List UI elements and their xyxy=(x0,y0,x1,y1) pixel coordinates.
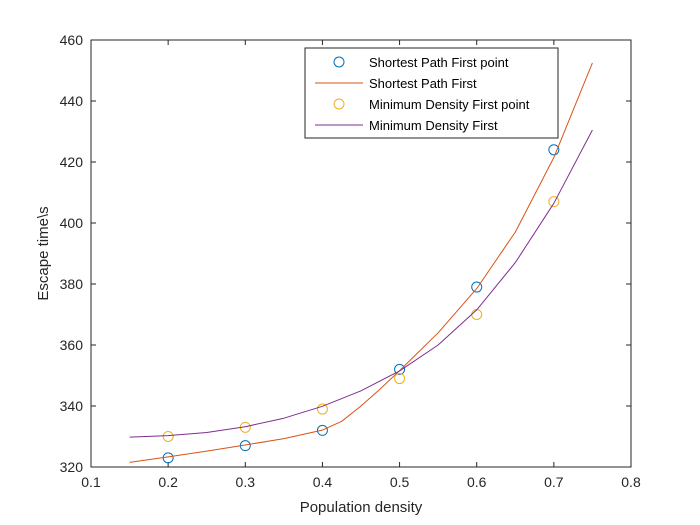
x-axis-label: Population density xyxy=(300,499,423,516)
y-axis-label: Escape time\s xyxy=(35,206,52,300)
y-tick-label: 360 xyxy=(60,337,84,353)
shortest-path-first-point-marker xyxy=(471,281,483,293)
minimum-density-first-point-marker xyxy=(316,403,328,415)
legend: Shortest Path First point Shortest Path F… xyxy=(304,47,559,139)
minimum-density-first-point-marker xyxy=(394,373,406,385)
x-tick-label: 0.2 xyxy=(158,474,178,490)
shortest-path-first-point-marker xyxy=(394,363,406,375)
legend-label: Shortest Path First xyxy=(369,76,477,91)
x-tick-label: 0.7 xyxy=(544,474,564,490)
shortest-path-first-point-marker xyxy=(548,144,560,156)
y-tick-label: 440 xyxy=(60,93,84,109)
minimum-density-first-point-marker xyxy=(548,196,560,208)
shortest-path-first-point-marker xyxy=(316,424,328,436)
series-layer xyxy=(129,62,593,464)
x-tick-label: 0.8 xyxy=(621,474,641,490)
legend-box xyxy=(304,47,559,139)
y-tick-label: 380 xyxy=(60,276,84,292)
legend-label: Shortest Path First point xyxy=(369,55,509,70)
y-tick-label: 340 xyxy=(60,398,84,414)
x-tick-label: 0.6 xyxy=(467,474,487,490)
shortest-path-first-line xyxy=(129,62,593,463)
legend-marker-swatch xyxy=(333,98,345,110)
y-axis-ticks: 320 340 360 380 400 420 440 460 xyxy=(60,32,631,475)
y-tick-label: 420 xyxy=(60,154,84,170)
x-tick-label: 0.1 xyxy=(81,474,101,490)
x-tick-label: 0.5 xyxy=(390,474,410,490)
legend-marker-swatch xyxy=(333,56,345,68)
legend-label: Minimum Density First xyxy=(369,118,498,133)
x-tick-label: 0.4 xyxy=(313,474,333,490)
y-tick-label: 460 xyxy=(60,32,84,48)
x-tick-label: 0.3 xyxy=(236,474,256,490)
x-axis-ticks: 0.1 0.2 0.3 0.4 0.5 0.6 0.7 0.8 xyxy=(81,40,641,490)
y-tick-label: 400 xyxy=(60,215,84,231)
legend-label: Minimum Density First point xyxy=(369,97,530,112)
minimum-density-first-point-marker xyxy=(162,431,174,442)
y-tick-label: 320 xyxy=(60,459,84,475)
minimum-density-first-line xyxy=(129,129,593,438)
